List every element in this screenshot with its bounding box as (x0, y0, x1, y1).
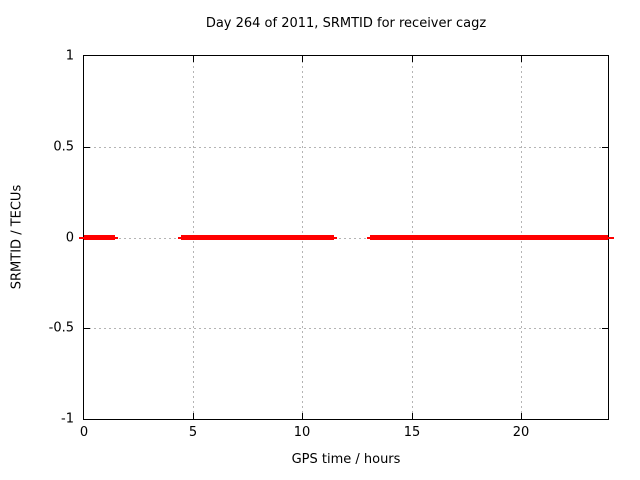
y-tick-label: -0.5 (48, 320, 74, 336)
data-segment (370, 235, 608, 240)
gridline-y-0 (84, 238, 608, 239)
y-tick-right-0.5 (602, 147, 608, 148)
x-tick-top-5 (193, 56, 194, 62)
x-axis-label: GPS time / hours (291, 452, 401, 467)
y-tick-left-0.5 (84, 147, 90, 148)
x-tick-bottom-15 (412, 413, 413, 419)
data-segment (84, 235, 115, 240)
gridline-y-0.5 (84, 147, 608, 148)
x-tick-bottom-5 (193, 413, 194, 419)
y-tick-label: -1 (61, 411, 74, 427)
y-tick-label: 0.5 (53, 139, 74, 155)
x-tick-label: 10 (293, 425, 311, 440)
chart-title: Day 264 of 2011, SRMTID for receiver cag… (205, 16, 487, 31)
data-segment (181, 235, 335, 240)
x-tick-bottom-20 (521, 413, 522, 419)
x-tick-top-15 (412, 56, 413, 62)
x-tick-label: 20 (512, 425, 530, 440)
x-tick-label: 0 (79, 425, 89, 440)
x-tick-bottom-10 (302, 413, 303, 419)
y-tick-label: 1 (65, 48, 74, 64)
y-tick-left--0.5 (84, 328, 90, 329)
y-tick-label: 0 (65, 230, 74, 246)
gridline-y--0.5 (84, 328, 608, 329)
x-tick-label: 5 (188, 425, 198, 440)
x-tick-top-10 (302, 56, 303, 62)
y-tick-right--0.5 (602, 328, 608, 329)
x-tick-label: 15 (403, 425, 421, 440)
y-axis-label: SRMTID / TECUs (9, 184, 25, 290)
x-tick-top-20 (521, 56, 522, 62)
plot-area (78, 55, 615, 420)
